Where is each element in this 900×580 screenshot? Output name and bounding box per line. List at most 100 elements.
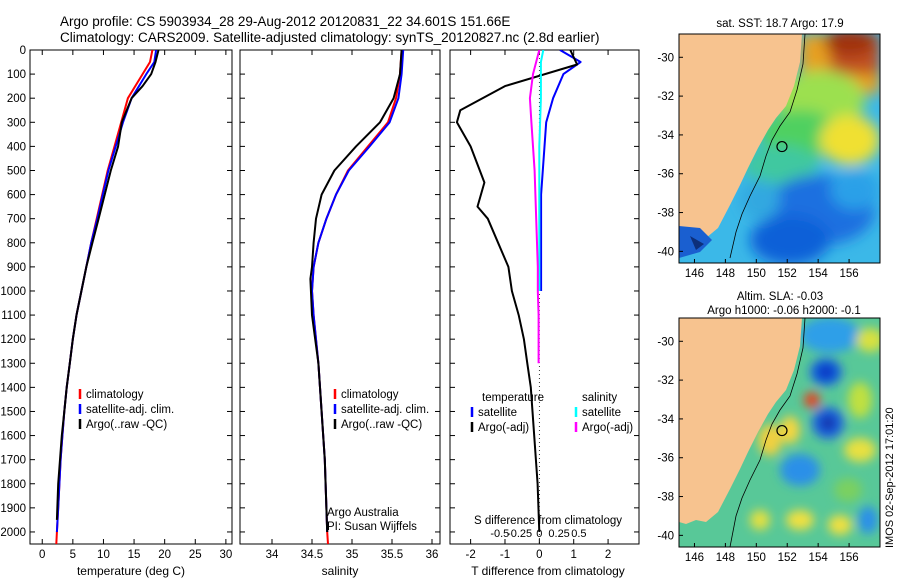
temperature-series-group (55, 50, 160, 544)
sst-map-title: sat. SST: 18.7 Argo: 17.9 (716, 18, 843, 30)
map-y-tick-label: -34 (657, 130, 674, 142)
y-tick-label: 1000 (0, 286, 26, 298)
sla-argo-location-marker (776, 424, 788, 437)
salinity-axis-ticks: 34 34.5 35 35.5 36 (240, 49, 440, 561)
map-x-tick-label: 154 (809, 552, 829, 564)
map-x-tick-label: 146 (685, 268, 704, 280)
figure-title-line2: Climatology: CARS2009. Satellite-adjuste… (60, 30, 600, 45)
x-tick-label: 2 (605, 549, 611, 561)
y-tick-label: 800 (7, 238, 26, 250)
salinity-series-group (309, 50, 405, 544)
x-tick-label: 35 (346, 549, 359, 561)
sla-map-title-line1: Altim. SLA: -0.03 (737, 291, 823, 303)
salinity-satellite-series-line (538, 50, 545, 291)
y-tick-label: 400 (7, 141, 26, 153)
difference-xlabel: T difference from climatology (471, 564, 625, 578)
salinity-argo-adj-series-line (528, 50, 541, 364)
y-tick-label: 600 (7, 190, 26, 202)
legend-label: satellite (582, 407, 621, 419)
y-tick-label: 700 (7, 214, 26, 226)
x-tick-label: 0 (536, 549, 542, 561)
temperature-panel: 0 5 10 15 20 25 300100200300400500600700800900… (0, 45, 233, 578)
salinity-xlabel: salinity (322, 564, 359, 578)
s-diff-tick-label: -0.25 (507, 528, 532, 540)
y-tick-label: 300 (7, 117, 26, 129)
temperature-legend: climatology satellite-adj. clim. Argo(..ra… (78, 389, 174, 431)
x-tick-label: 35.5 (381, 549, 403, 561)
argo-raw-qc-series-line (309, 50, 403, 533)
legend-label: satellite (478, 407, 517, 419)
x-tick-label: 36 (426, 549, 439, 561)
map-x-tick-label: 152 (778, 552, 797, 564)
legend-label: satellite-adj. clim. (86, 404, 174, 416)
map-y-tick-label: -40 (657, 246, 674, 258)
salinity-panel: 34 34.5 35 35.5 36 climatology satellite-adj.… (239, 49, 441, 578)
map-x-tick-label: 152 (778, 268, 797, 280)
s-diff-tick-label: 0.5 (571, 528, 586, 540)
temperature-plot-area (29, 49, 233, 545)
sla-map-axis-ticks: 146 148 150 152 154 156 -30 -32 -34 -36 -38 -40 (657, 336, 858, 564)
salinity-annotation-line2: PI: Susan Wijffels (327, 521, 417, 533)
sst-argo-location-marker (776, 140, 788, 153)
y-tick-label: 1500 (0, 406, 26, 418)
difference-plot-area (449, 49, 640, 545)
imos-timestamp: IMOS 02-Sep-2012 17:01:20 (884, 407, 896, 548)
legend-label: salinity (582, 392, 617, 404)
y-tick-label: 500 (7, 165, 26, 177)
y-tick-label: 1100 (1, 310, 26, 322)
salinity-plot-area (239, 49, 441, 545)
legend-label: Argo(..raw -QC) (86, 419, 167, 431)
map-x-tick-label: 146 (685, 552, 704, 564)
figure-title-line1: Argo profile: CS 5903934_28 29-Aug-2012 … (60, 14, 510, 29)
temperature-xlabel: temperature (deg C) (77, 564, 185, 578)
x-tick-label: 1 (571, 549, 577, 561)
map-y-tick-label: -34 (657, 414, 674, 426)
map-y-tick-label: -30 (657, 336, 674, 348)
legend-label: satellite-adj. clim. (341, 404, 429, 416)
legend-label: temperature (482, 392, 544, 404)
legend-label: climatology (341, 389, 399, 401)
temperature-argo-adj-series-line (455, 50, 579, 533)
y-tick-label: 900 (7, 262, 26, 274)
map-y-tick-label: -32 (657, 375, 674, 387)
map-x-tick-label: 148 (716, 552, 735, 564)
map-x-tick-label: 150 (747, 268, 766, 280)
x-tick-label: 25 (189, 549, 202, 561)
sla-map-title-line2: Argo h1000: -0.06 h2000: -0.1 (707, 305, 860, 317)
map-y-tick-label: -38 (657, 492, 674, 504)
sst-map-panel: sat. SST: 18.7 Argo: 17.9 146 148 (657, 18, 881, 280)
map-x-tick-label: 154 (809, 268, 829, 280)
salinity-annotation-line1: Argo Australia (327, 507, 399, 519)
x-tick-label: 34.5 (301, 549, 323, 561)
y-tick-label: 1400 (0, 382, 26, 394)
y-tick-label: 2000 (0, 527, 26, 539)
s-diff-tick-label: -0.5 (490, 528, 509, 540)
salinity-legend: climatology satellite-adj. clim. Argo(..ra… (333, 389, 429, 431)
y-tick-label: 200 (7, 93, 26, 105)
map-y-tick-label: -36 (657, 169, 674, 181)
y-tick-label: 1300 (0, 358, 26, 370)
x-tick-label: 30 (219, 549, 232, 561)
temperature-satellite-series-line (540, 50, 582, 291)
sst-map-axis-ticks: 146 148 150 152 154 156 -30 -32 -34 -36 -38 -40 (657, 52, 858, 280)
map-y-tick-label: -30 (657, 52, 674, 64)
x-tick-label: 5 (70, 549, 76, 561)
y-tick-label: 1200 (0, 334, 26, 346)
map-y-tick-label: -38 (657, 208, 674, 220)
legend-label: Argo(-adj) (478, 422, 529, 434)
y-tick-label: 1900 (0, 503, 26, 515)
legend-label: Argo(-adj) (582, 422, 633, 434)
y-tick-label: 100 (7, 69, 26, 81)
sla-map-field (679, 318, 880, 547)
y-tick-label: 1600 (0, 431, 26, 443)
y-tick-label: 0 (20, 45, 26, 57)
sla-map-panel: Altim. SLA: -0.03 Argo h1000: -0.06 h200… (657, 291, 881, 564)
map-x-tick-label: 148 (716, 268, 735, 280)
temperature-axis-ticks: 0 5 10 15 20 25 300100200300400500600700800900… (0, 45, 232, 561)
map-y-tick-label: -40 (657, 530, 674, 542)
legend-label: climatology (86, 389, 144, 401)
argo-raw-qc-series-line (55, 50, 160, 520)
